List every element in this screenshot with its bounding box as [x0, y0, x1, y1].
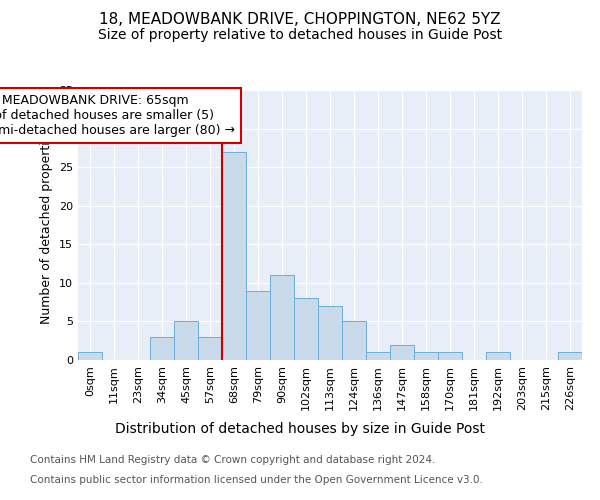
- Bar: [318, 306, 342, 360]
- Text: 18 MEADOWBANK DRIVE: 65sqm
← 6% of detached houses are smaller (5)
94% of semi-d: 18 MEADOWBANK DRIVE: 65sqm ← 6% of detac…: [0, 94, 235, 137]
- Bar: [198, 337, 222, 360]
- Bar: [438, 352, 462, 360]
- Text: Contains public sector information licensed under the Open Government Licence v3: Contains public sector information licen…: [30, 475, 483, 485]
- Bar: [246, 290, 270, 360]
- Bar: [222, 152, 246, 360]
- Bar: [342, 322, 366, 360]
- Bar: [150, 337, 174, 360]
- Text: 18, MEADOWBANK DRIVE, CHOPPINGTON, NE62 5YZ: 18, MEADOWBANK DRIVE, CHOPPINGTON, NE62 …: [99, 12, 501, 28]
- Bar: [390, 344, 414, 360]
- Text: Size of property relative to detached houses in Guide Post: Size of property relative to detached ho…: [98, 28, 502, 42]
- Bar: [174, 322, 198, 360]
- Text: Distribution of detached houses by size in Guide Post: Distribution of detached houses by size …: [115, 422, 485, 436]
- Bar: [270, 275, 294, 360]
- Bar: [414, 352, 438, 360]
- Bar: [78, 352, 102, 360]
- Bar: [486, 352, 510, 360]
- Bar: [366, 352, 390, 360]
- Bar: [294, 298, 318, 360]
- Text: Contains HM Land Registry data © Crown copyright and database right 2024.: Contains HM Land Registry data © Crown c…: [30, 455, 436, 465]
- Y-axis label: Number of detached properties: Number of detached properties: [40, 126, 53, 324]
- Bar: [558, 352, 582, 360]
